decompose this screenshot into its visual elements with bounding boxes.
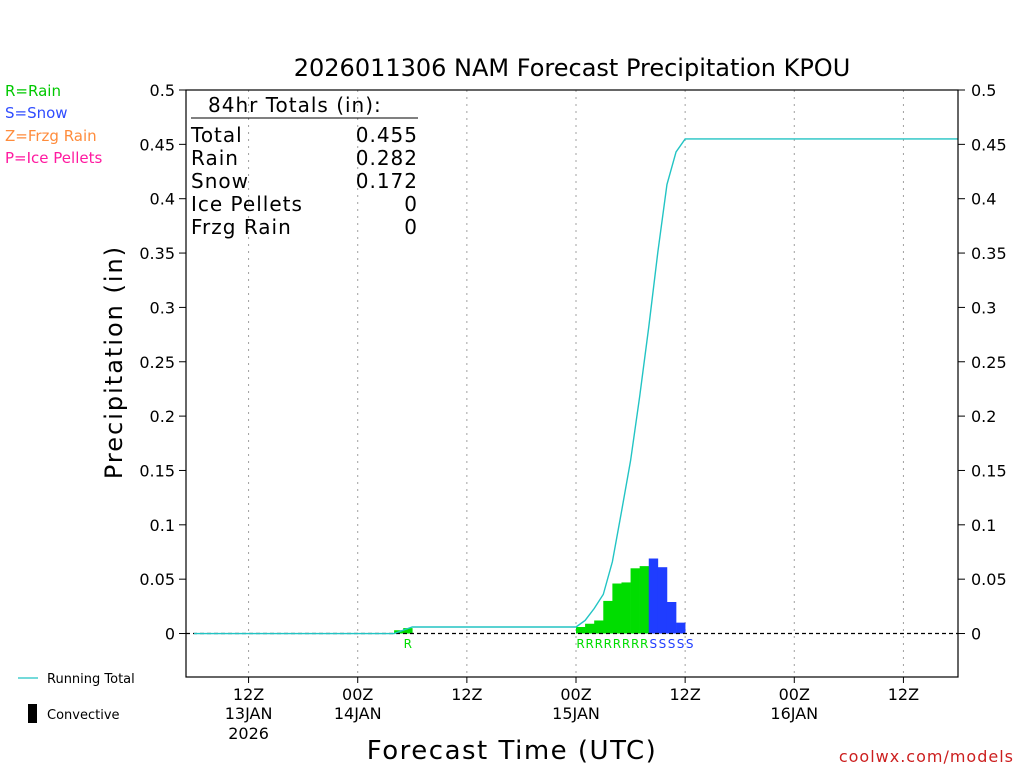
rain-bar <box>403 628 413 634</box>
x-tick-label: 00Z <box>342 685 373 704</box>
y-tick-label-right: 0.1 <box>971 516 996 535</box>
plot-frame <box>185 89 959 678</box>
running-total-line <box>194 138 958 635</box>
y-tick-label-left: 0.2 <box>150 407 175 426</box>
legend-running-total: Running Total <box>47 672 135 687</box>
x-tick-label: 00Z <box>779 685 810 704</box>
rain-total-label: Rain <box>191 146 239 170</box>
x-tick-date-label: 13JAN <box>225 704 273 723</box>
rain-bar <box>639 566 650 634</box>
rain-total-value: 0.282 <box>356 146 418 170</box>
x-tick-label: 00Z <box>560 685 591 704</box>
y-tick-label-right: 0.05 <box>971 570 1007 589</box>
x-tick-label: 12Z <box>451 685 482 704</box>
rain-type-letter: R <box>640 637 648 651</box>
rain-type-letter: R <box>613 637 621 651</box>
totals-box: 84hr Totals (in): Total 0.455 Rain 0.282… <box>190 93 418 239</box>
y-tick-label-left: 0.35 <box>139 244 175 263</box>
legend-snow: S=Snow <box>5 104 68 122</box>
y-tick-label-right: 0.45 <box>971 135 1007 154</box>
y-tick-label-left: 0.45 <box>139 135 175 154</box>
snow-bar <box>657 567 668 634</box>
total-label: Total <box>190 123 243 147</box>
chart-title: 2026011306 NAM Forecast Precipitation KP… <box>294 54 851 82</box>
legend-convective: Convective <box>47 708 120 723</box>
rain-bar <box>603 600 613 634</box>
legend-ice-pellets: P=Ice Pellets <box>5 149 102 167</box>
y-tick-label-left: 0.15 <box>139 461 175 480</box>
rain-bar <box>630 568 640 634</box>
rain-type-letter: R <box>622 637 630 651</box>
y-axis-label: Precipitation (in) <box>100 245 128 479</box>
y-tick-label-right: 0.5 <box>971 81 996 100</box>
y-tick-label-left: 0 <box>165 625 175 644</box>
x-tick-date-label: 15JAN <box>552 704 600 723</box>
y-tick-label-right: 0.3 <box>971 298 996 317</box>
ice-pellets-total-value: 0 <box>404 192 418 216</box>
convective-legend-swatch <box>28 704 37 723</box>
snow-type-letter: S <box>677 637 685 651</box>
rain-type-letter: R <box>604 637 612 651</box>
y-tick-label-right: 0.15 <box>971 461 1007 480</box>
snow-bar <box>676 622 686 634</box>
legend-rain: R=Rain <box>5 82 61 100</box>
snow-type-letter: S <box>668 637 676 651</box>
x-tick-label: 12Z <box>888 685 919 704</box>
snow-total-value: 0.172 <box>356 169 418 193</box>
x-tick-date-label: 14JAN <box>334 704 382 723</box>
y-tick-label-left: 0.3 <box>150 298 175 317</box>
y-tick-label-right: 0.35 <box>971 244 1007 263</box>
snow-type-letter: S <box>659 637 667 651</box>
x-tick-year-label: 2026 <box>228 724 269 743</box>
snow-total-label: Snow <box>191 169 249 193</box>
rain-bar <box>594 620 604 634</box>
rain-bar <box>612 583 622 634</box>
rain-type-letter: R <box>585 637 593 651</box>
rain-bar <box>576 626 586 634</box>
y-tick-label-left: 0.5 <box>150 81 175 100</box>
snow-type-letter: S <box>649 637 657 651</box>
y-tick-label-right: 0.25 <box>971 353 1007 372</box>
y-tick-label-right: 0.2 <box>971 407 996 426</box>
credit-text: coolwx.com/models <box>839 747 1014 766</box>
y-tick-label-right: 0.4 <box>971 190 996 209</box>
y-tick-label-left: 0.1 <box>150 516 175 535</box>
legend-frzg-rain: Z=Frzg Rain <box>5 127 97 145</box>
rain-type-letter: R <box>595 637 603 651</box>
y-tick-label-right: 0 <box>971 625 981 644</box>
rain-type-letter: R <box>576 637 584 651</box>
rain-type-letter: R <box>631 637 639 651</box>
x-tick-date-label: 16JAN <box>770 704 818 723</box>
y-tick-label-left: 0.25 <box>139 353 175 372</box>
totals-header: 84hr Totals (in): <box>208 93 382 117</box>
y-tick-label-left: 0.05 <box>139 570 175 589</box>
snow-type-letter: S <box>686 637 694 651</box>
frzg-rain-total-label: Frzg Rain <box>191 215 292 239</box>
total-value: 0.455 <box>356 123 418 147</box>
y-tick-label-left: 0.4 <box>150 190 175 209</box>
snow-bar <box>648 558 659 634</box>
rain-bar <box>585 623 595 634</box>
ice-pellets-total-label: Ice Pellets <box>191 192 303 216</box>
frzg-rain-total-value: 0 <box>404 215 418 239</box>
x-axis-label: Forecast Time (UTC) <box>367 736 658 766</box>
snow-bar <box>666 601 677 634</box>
rain-type-letter: R <box>404 637 412 651</box>
x-tick-label: 12Z <box>233 685 264 704</box>
rain-bar <box>621 582 631 634</box>
x-tick-label: 12Z <box>669 685 700 704</box>
